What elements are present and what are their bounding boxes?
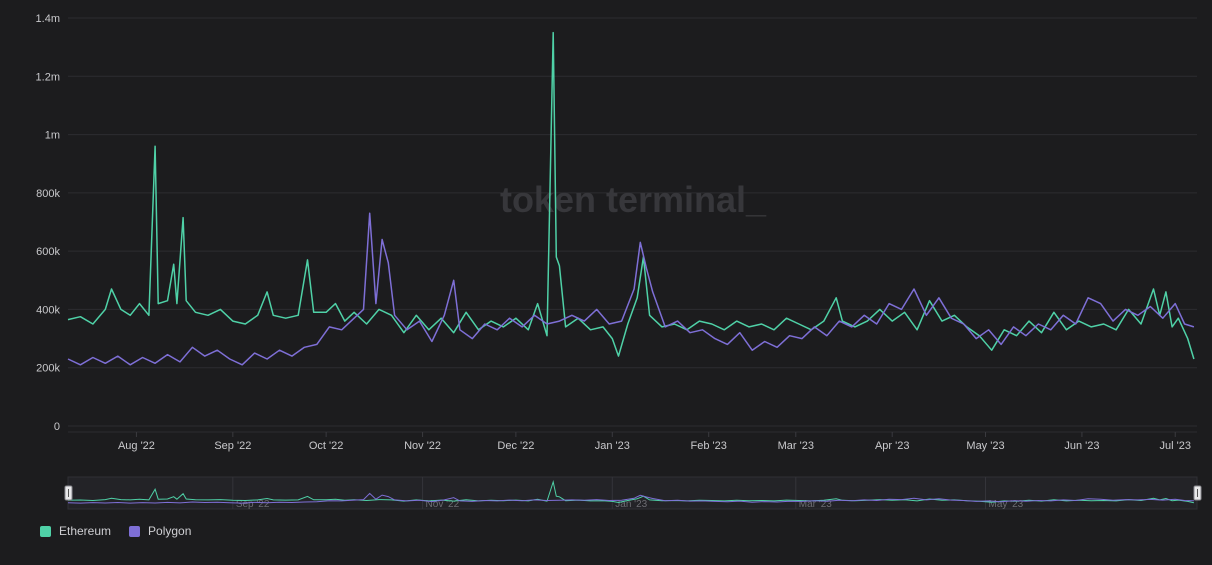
x-tick-label: May '23 <box>966 440 1004 452</box>
legend-label-ethereum: Ethereum <box>59 524 112 538</box>
x-tick-label: Aug '22 <box>118 440 155 452</box>
x-tick-label: Feb '23 <box>691 440 727 452</box>
x-tick-label: Sep '22 <box>214 440 251 452</box>
y-tick-label: 600k <box>36 246 60 258</box>
legend-swatch-ethereum <box>40 525 51 537</box>
x-tick-label: Apr '23 <box>875 440 910 452</box>
legend: Ethereum Polygon <box>40 524 191 538</box>
range-navigator[interactable]: Sep '22 Nov '22 Jan '23 Mar '23 May '23 <box>64 476 1202 510</box>
x-tick-label: Jul '23 <box>1160 440 1191 452</box>
x-tick-label: Jan '23 <box>595 440 630 452</box>
navigator-tick-label: Nov '22 <box>426 499 460 510</box>
legend-item-ethereum[interactable]: Ethereum <box>40 524 111 538</box>
y-tick-label: 200k <box>36 363 60 375</box>
y-tick-label: 400k <box>36 304 60 316</box>
y-tick-label: 1m <box>45 130 60 142</box>
y-tick-label: 1.2m <box>36 71 60 83</box>
series-line-ethereum[interactable] <box>67 31 1195 360</box>
navigator-tick-label: Mar '23 <box>799 499 832 510</box>
legend-item-polygon[interactable]: Polygon <box>129 524 191 538</box>
x-tick-label: Mar '23 <box>778 440 814 452</box>
navigator-tick-label: Jan '23 <box>615 499 647 510</box>
y-tick-label: 800k <box>36 188 60 200</box>
watermark-text: token terminal_ <box>500 179 767 220</box>
series-line-polygon[interactable] <box>67 212 1195 366</box>
x-tick-label: Dec '22 <box>497 440 534 452</box>
navigator-tick-label: May '23 <box>989 499 1024 510</box>
x-tick-label: Nov '22 <box>404 440 441 452</box>
x-tick-label: Oct '22 <box>309 440 344 452</box>
y-tick-label: 1.4m <box>36 13 60 25</box>
y-axis: 0 200k 400k 600k 800k 1m 1.2m 1.4m <box>36 13 61 433</box>
legend-swatch-polygon <box>129 525 141 537</box>
grid-layer <box>68 17 1197 427</box>
navigator-line-polygon <box>67 492 1194 504</box>
x-tick-label: Jun '23 <box>1064 440 1099 452</box>
navigator-tick-label: Sep '22 <box>236 499 270 510</box>
series-layer <box>67 31 1195 366</box>
x-axis: Aug '22 Sep '22 Oct '22 Nov '22 Dec '22 Jan '… <box>68 431 1197 452</box>
y-tick-label: 0 <box>54 421 60 433</box>
legend-label-polygon: Polygon <box>148 524 192 538</box>
